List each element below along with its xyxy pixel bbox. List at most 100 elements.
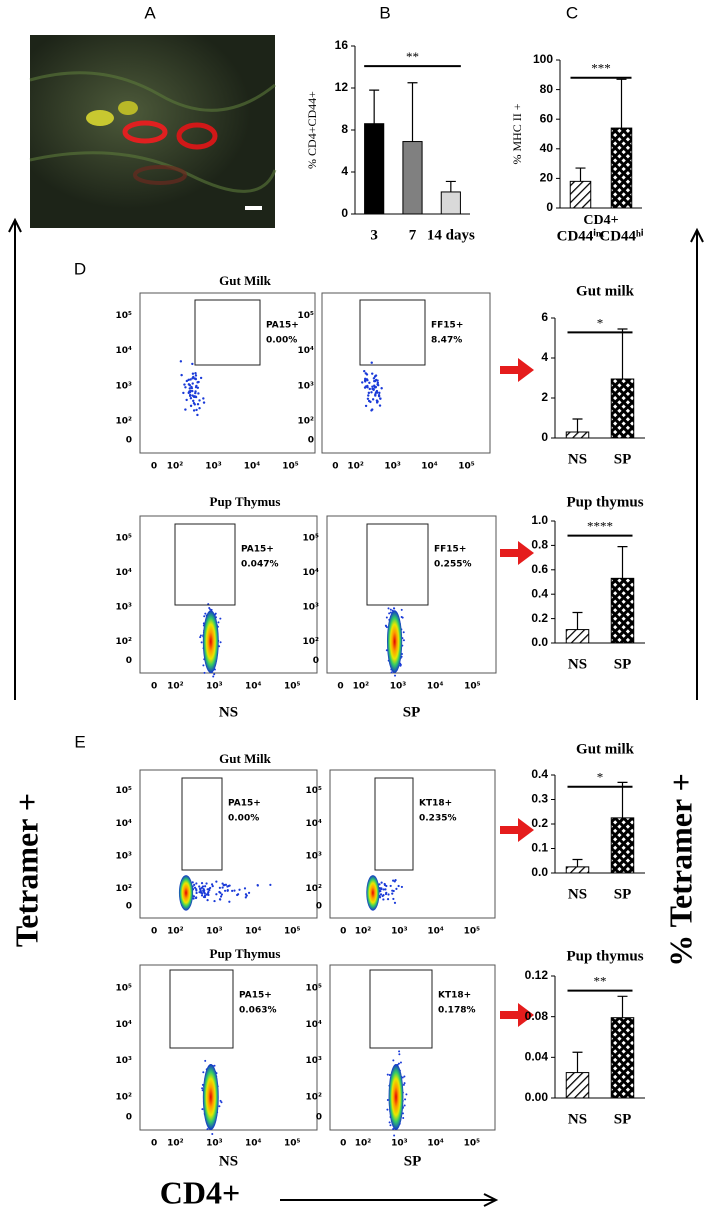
x-tick-label: 10³: [384, 462, 401, 472]
event-dot: [386, 1073, 389, 1076]
y-tick-label: 0.08: [525, 1009, 549, 1023]
chart-title: Pup thymus: [566, 948, 643, 964]
event-dot: [400, 608, 403, 611]
event-dot: [401, 616, 404, 619]
event-dot: [397, 1062, 400, 1065]
y-tick-label: 10⁵: [306, 984, 323, 994]
event-dot: [198, 399, 201, 402]
x-tick-label: CD44ⁱⁿᵗ: [557, 228, 606, 244]
event-dot: [213, 673, 216, 676]
event-dot: [195, 408, 198, 412]
y-tick-label: 4: [541, 350, 548, 364]
x-tick-label: 3: [370, 227, 378, 243]
event-dot: [220, 893, 224, 896]
plot-title: Pup Thymus: [210, 946, 281, 961]
bar: [440, 191, 461, 215]
y-tick-label: 10³: [298, 381, 315, 391]
event-dot: [379, 893, 383, 896]
error-bar: [617, 995, 628, 1018]
event-dot: [371, 385, 374, 388]
x-tick-label: 10⁴: [421, 462, 438, 472]
gate-percent: 0.00%: [228, 814, 259, 824]
x-axis-label: SP: [403, 704, 421, 720]
event-dot: [389, 1124, 392, 1127]
y-tick-label: 10⁴: [306, 1020, 323, 1030]
event-dot: [219, 617, 222, 620]
bar: [364, 123, 385, 215]
y-tick-label: 10²: [116, 637, 133, 647]
event-dot: [189, 404, 193, 408]
y-tick-label: 10²: [298, 417, 315, 427]
significance: ****: [587, 519, 613, 534]
event-dot: [382, 898, 385, 901]
event-dot: [203, 671, 206, 674]
x-tick-label: 0: [332, 462, 338, 472]
y-tick-label: 10⁴: [303, 568, 320, 578]
x-tick-label: 0: [151, 462, 157, 472]
x-tick-label: 10²: [347, 462, 364, 472]
event-dot: [393, 1134, 396, 1137]
event-dot: [364, 380, 367, 383]
event-dot: [215, 880, 218, 883]
event-dot: [386, 1098, 389, 1101]
event-dot: [188, 394, 192, 398]
gate: [374, 777, 414, 871]
panel-label: C: [566, 3, 578, 22]
x-tick-label: NS: [568, 451, 587, 467]
density: [202, 610, 219, 673]
x-tick-label: 0: [151, 1139, 157, 1149]
event-dot: [399, 1061, 402, 1064]
y-tick-label: 0: [308, 436, 314, 446]
significance: ***: [591, 61, 611, 76]
event-dot: [187, 383, 191, 386]
event-dot: [374, 394, 377, 397]
y-tick-label: 10²: [116, 1093, 133, 1103]
event-dot: [192, 399, 195, 403]
gate-percent: 8.47%: [431, 336, 462, 346]
gate: [366, 523, 429, 606]
event-dot: [211, 885, 214, 888]
event-dot: [202, 397, 205, 400]
event-dot: [377, 394, 381, 397]
x-tick-label: 10³: [206, 682, 223, 692]
x-axis-label: NS: [219, 1153, 238, 1169]
significance: *: [597, 770, 604, 785]
y-tick-label: 0: [126, 902, 132, 912]
event-dot: [378, 896, 382, 899]
event-dot: [194, 377, 197, 380]
x-tick-label: 10²: [167, 1139, 184, 1149]
x-tick-label: 10³: [206, 1139, 223, 1149]
event-dot: [243, 887, 247, 890]
event-dot: [361, 381, 364, 384]
event-dot: [386, 1108, 389, 1111]
x-tick-label: 10³: [391, 927, 408, 937]
y-tick-label: 0.3: [531, 792, 548, 806]
y-tick-label: 10⁵: [303, 533, 320, 543]
event-dot: [363, 386, 367, 389]
event-dot: [388, 1121, 391, 1124]
event-dot: [390, 671, 393, 674]
event-dot: [388, 612, 391, 615]
event-dot: [201, 885, 205, 888]
y-tick-label: 10⁵: [116, 533, 133, 543]
event-dot: [200, 894, 204, 897]
x-tick-label: 10⁵: [282, 462, 299, 472]
event-dot: [218, 890, 221, 894]
event-dot: [202, 401, 206, 404]
y-tick-label: 0: [126, 1112, 132, 1122]
gate-percent: 0.047%: [241, 560, 279, 570]
x-tick-label: 10⁴: [244, 462, 261, 472]
event-dot: [402, 1083, 405, 1086]
event-dot: [221, 882, 224, 885]
event-dot: [402, 639, 405, 642]
event-dot: [195, 891, 198, 895]
bar: [565, 629, 590, 644]
event-dot: [182, 391, 185, 395]
event-dot: [208, 606, 211, 609]
event-dot: [372, 387, 375, 391]
event-dot: [208, 889, 211, 892]
y-tick-label: 0: [313, 656, 319, 666]
error-bar: [572, 418, 583, 432]
event-dot: [198, 885, 201, 888]
gate-percent: 0.00%: [266, 336, 297, 346]
